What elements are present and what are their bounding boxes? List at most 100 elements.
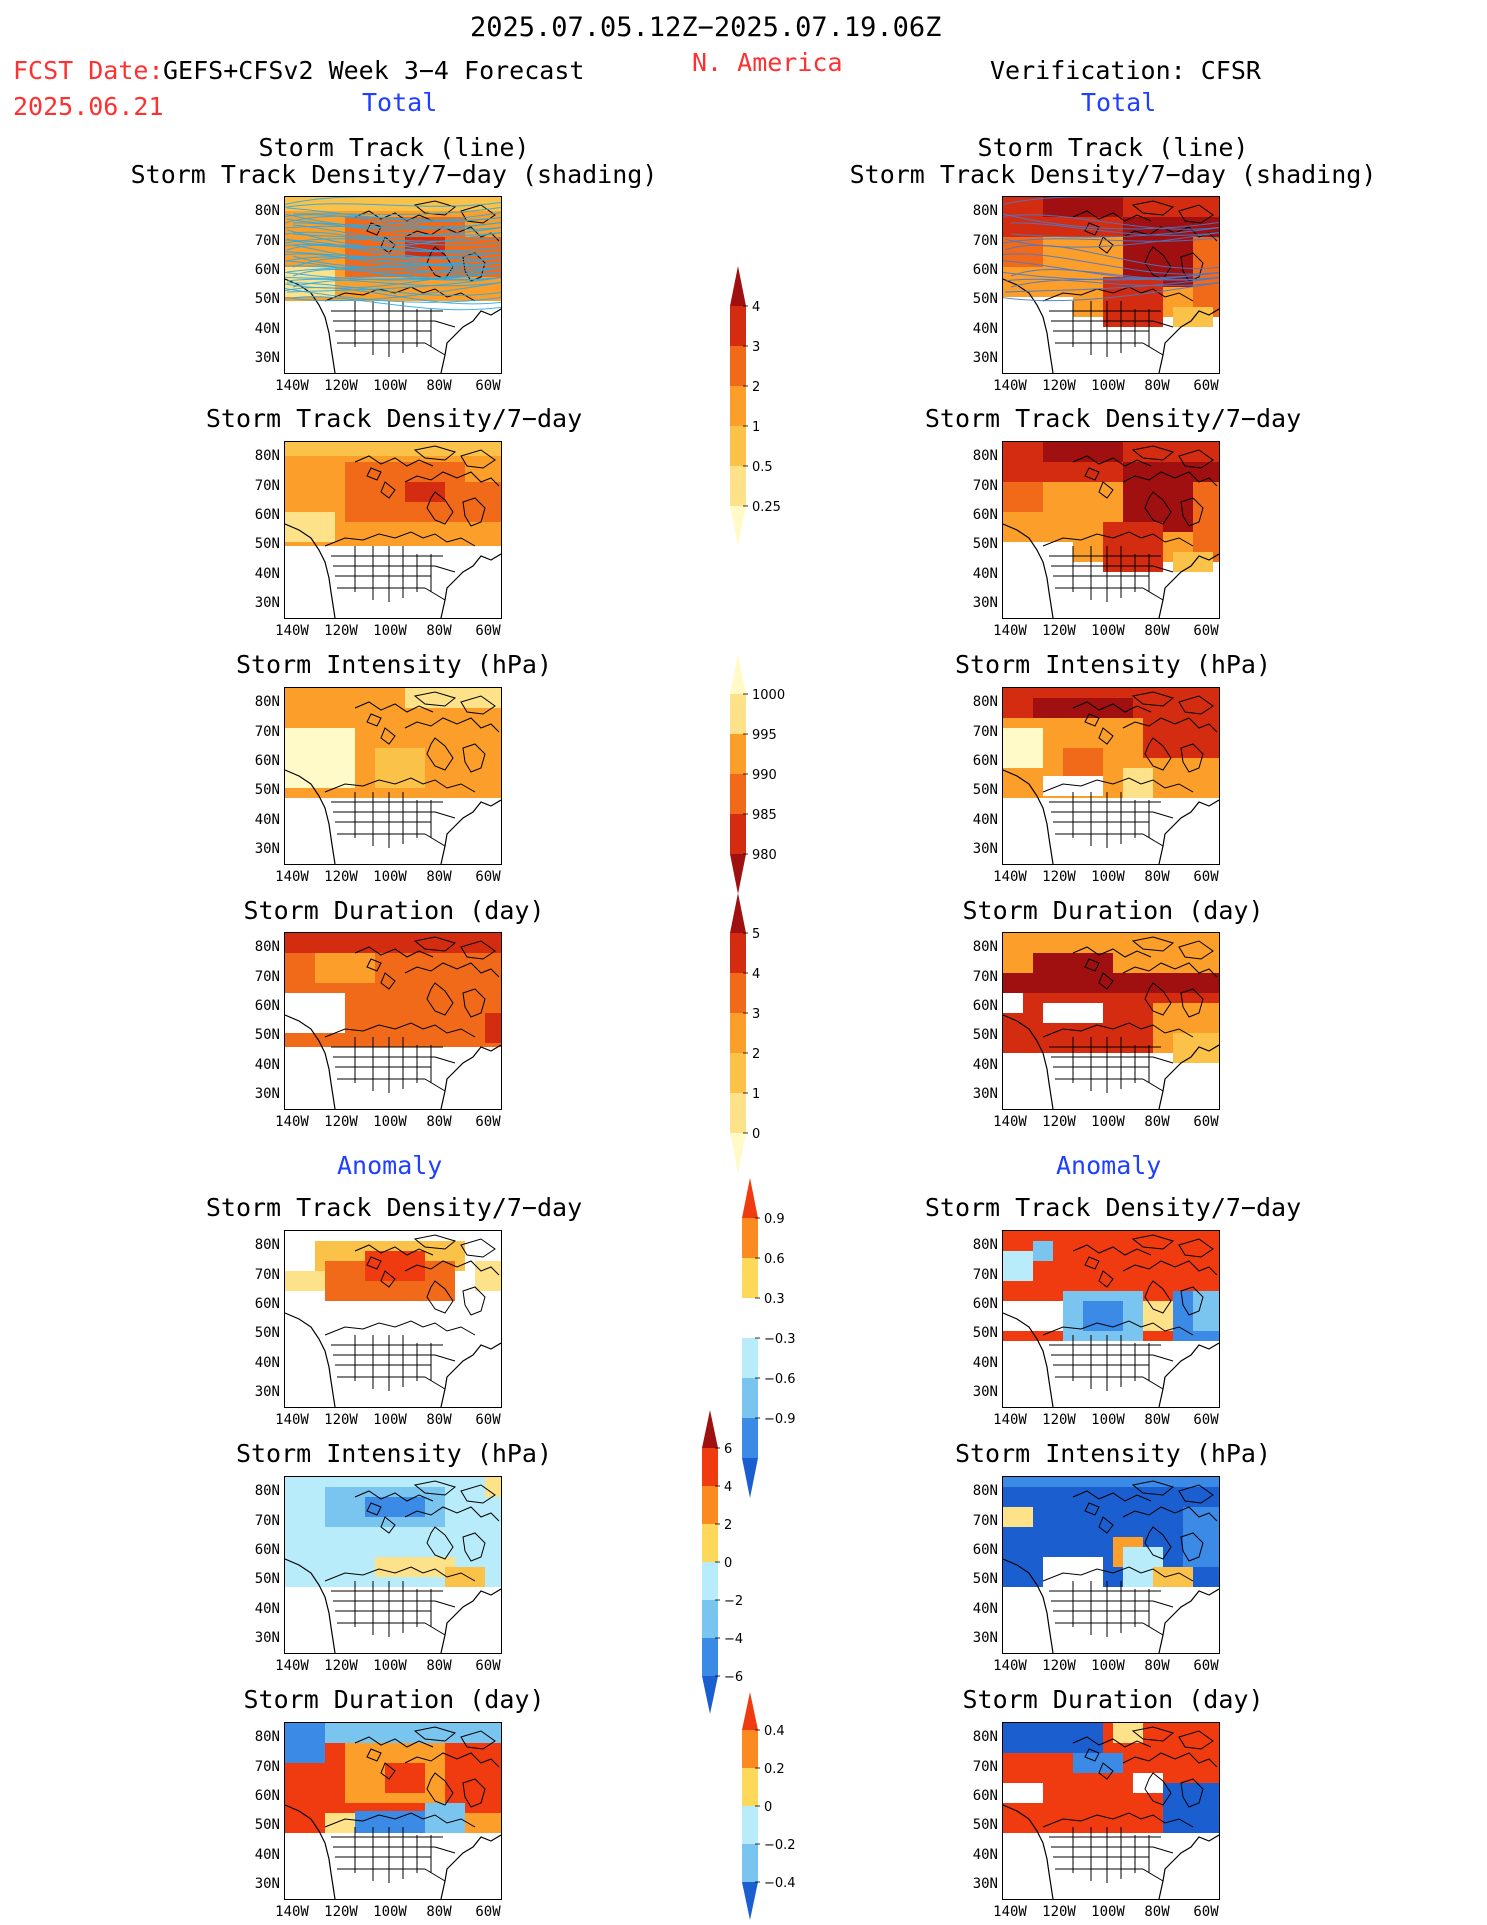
lon-tick-label: 140W xyxy=(275,623,309,639)
r5-left-title: Storm Track Density/7−day xyxy=(205,1193,583,1222)
lat-tick-label: 40N xyxy=(254,1355,280,1371)
shade-cell xyxy=(1103,522,1163,572)
r1-left-map xyxy=(284,196,502,374)
colorbar-label: 0.4 xyxy=(764,1724,785,1739)
coastline xyxy=(1131,445,1175,461)
lon-tick-label: 140W xyxy=(275,1412,309,1428)
shade-cell xyxy=(1033,1241,1053,1261)
lon-tick-label: 80W xyxy=(426,1114,452,1130)
lat-tick-label: 80N xyxy=(254,448,280,464)
coastline xyxy=(460,1484,496,1504)
coastline xyxy=(354,210,434,222)
coastline xyxy=(354,701,434,713)
colorbar-label: 1 xyxy=(752,1087,760,1102)
shade-cell xyxy=(1003,482,1043,512)
lon-tick-label: 80W xyxy=(1144,1904,1170,1920)
storm-track-line xyxy=(285,197,451,206)
lat-tick-label: 50N xyxy=(972,1817,998,1833)
shade-cell xyxy=(485,1013,501,1043)
colorbar-swatch xyxy=(742,1218,758,1258)
coastline xyxy=(1180,252,1204,282)
storm-track-line xyxy=(1010,269,1219,280)
colorbar-label: 985 xyxy=(752,808,777,823)
colorbar-swatch xyxy=(730,386,746,426)
coastline xyxy=(460,695,496,715)
colorbar-label: 0.6 xyxy=(764,1252,785,1267)
lon-tick-label: 120W xyxy=(324,1904,358,1920)
r5-left-map-graphic xyxy=(285,1231,501,1407)
anomaly-label-left: Anomaly xyxy=(337,1151,443,1180)
storm-track-line xyxy=(285,253,501,275)
coastline xyxy=(380,1762,396,1780)
lat-tick-label: 60N xyxy=(972,753,998,769)
coastline xyxy=(1042,1022,1194,1038)
r3-left-map xyxy=(284,687,502,865)
coastline xyxy=(1144,246,1172,280)
colorbar-swatch xyxy=(730,694,746,734)
coastline xyxy=(1144,1526,1172,1560)
colorbar-swatch xyxy=(730,854,746,894)
lon-tick-label: 120W xyxy=(1042,1114,1076,1130)
r2-right-map-graphic xyxy=(1003,442,1219,618)
coastline xyxy=(1084,1256,1100,1270)
period-title: 2025.07.05.12Z−2025.07.19.06Z xyxy=(470,12,942,43)
storm-track-line xyxy=(285,243,501,252)
colorbar-swatch xyxy=(730,814,746,854)
coastline xyxy=(1131,1234,1175,1250)
lat-tick-label: 60N xyxy=(254,507,280,523)
coastline xyxy=(462,743,486,773)
coastline xyxy=(413,200,457,216)
coastline xyxy=(1131,691,1175,707)
shade-cell xyxy=(285,442,501,456)
lat-tick-label: 50N xyxy=(972,291,998,307)
coastline xyxy=(1144,491,1172,525)
r1-right-map xyxy=(1002,196,1220,374)
colorbar-swatch xyxy=(702,1676,718,1714)
colorbar-label: 0 xyxy=(724,1556,732,1571)
colorbar-label: −0.2 xyxy=(764,1838,796,1853)
colorbar-swatch xyxy=(742,1338,758,1378)
colorbar-label: 3 xyxy=(752,1007,760,1022)
coastline xyxy=(413,1480,457,1496)
r7-right-title: Storm Duration (day) xyxy=(962,1685,1264,1714)
colorbar-label: −2 xyxy=(724,1594,743,1609)
coastline xyxy=(413,445,457,461)
storm-track-line xyxy=(292,206,501,215)
coastline xyxy=(1084,958,1100,972)
shade-cell xyxy=(1003,1783,1043,1803)
lat-tick-label: 30N xyxy=(972,1630,998,1646)
coastline xyxy=(1072,1736,1152,1748)
coastline xyxy=(404,471,500,487)
shade-cell xyxy=(1153,758,1213,798)
lat-tick-label: 40N xyxy=(972,566,998,582)
colorbar-swatch xyxy=(730,654,746,694)
lat-tick-label: 80N xyxy=(972,939,998,955)
lon-tick-label: 60W xyxy=(475,1114,501,1130)
storm-track-line xyxy=(286,212,501,226)
lat-tick-label: 50N xyxy=(972,782,998,798)
lon-tick-label: 100W xyxy=(1091,623,1125,639)
colorbar-swatch xyxy=(730,973,746,1013)
colorbar-label: 6 xyxy=(724,1442,732,1457)
coastline xyxy=(1144,1772,1172,1806)
coastline xyxy=(1042,777,1194,793)
coastline xyxy=(1072,701,1152,713)
lon-tick-label: 80W xyxy=(426,1412,452,1428)
r2-left-title: Storm Track Density/7−day xyxy=(205,404,583,433)
colorbar-intensity: 1000 995 990 985 980 xyxy=(730,654,820,894)
coastline xyxy=(324,777,476,793)
lat-tick-label: 60N xyxy=(254,1788,280,1804)
lat-tick-label: 70N xyxy=(254,724,280,740)
lon-tick-label: 140W xyxy=(275,869,309,885)
shade-cell xyxy=(285,993,345,1033)
lon-tick-label: 80W xyxy=(1144,1412,1170,1428)
shade-cell xyxy=(1003,1507,1033,1527)
coastline xyxy=(1122,717,1218,733)
colorbar-label: −6 xyxy=(724,1670,743,1685)
lat-tick-label: 30N xyxy=(254,1876,280,1892)
lon-tick-label: 120W xyxy=(1042,1904,1076,1920)
storm-track-line xyxy=(292,222,501,236)
colorbar-swatch xyxy=(702,1600,718,1638)
lat-tick-label: 70N xyxy=(972,969,998,985)
coastline xyxy=(1003,1804,1219,1899)
